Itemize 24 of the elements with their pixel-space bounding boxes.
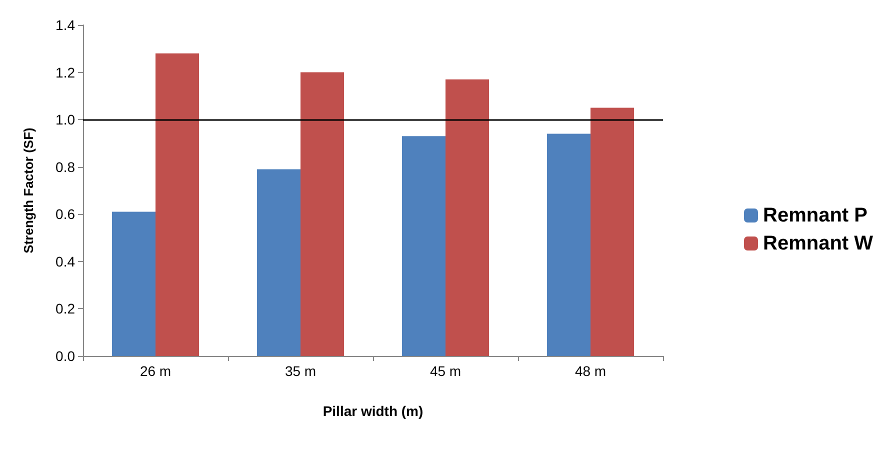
x-tick-label: 48 m	[574, 363, 606, 379]
y-tick-label: 1.4	[56, 17, 76, 33]
y-tick-label: 0.6	[56, 206, 76, 222]
legend-label: Remnant P	[763, 204, 868, 226]
y-tick-label: 0.8	[56, 158, 76, 175]
legend-label: Remnant W	[763, 232, 874, 254]
y-axis-title: Strength Factor (SF)	[21, 128, 36, 254]
bar	[402, 136, 446, 356]
bar	[257, 169, 300, 356]
x-tick-label: 35 m	[284, 363, 316, 379]
x-tick-label: 26 m	[140, 363, 172, 379]
y-tick-label: 1.0	[56, 112, 76, 128]
x-axis-title: Pillar width (m)	[322, 403, 424, 419]
bar	[112, 212, 156, 356]
x-tick-label: 45 m	[430, 363, 462, 379]
bar	[547, 134, 590, 356]
y-tick-label: 0.0	[56, 348, 76, 364]
bar	[590, 108, 634, 356]
y-tick-label: 0.4	[56, 253, 76, 270]
bar	[446, 79, 489, 356]
bar	[300, 72, 344, 356]
y-tick-label: 0.2	[56, 300, 76, 317]
bar	[156, 53, 199, 356]
y-tick-label: 1.2	[56, 64, 76, 80]
